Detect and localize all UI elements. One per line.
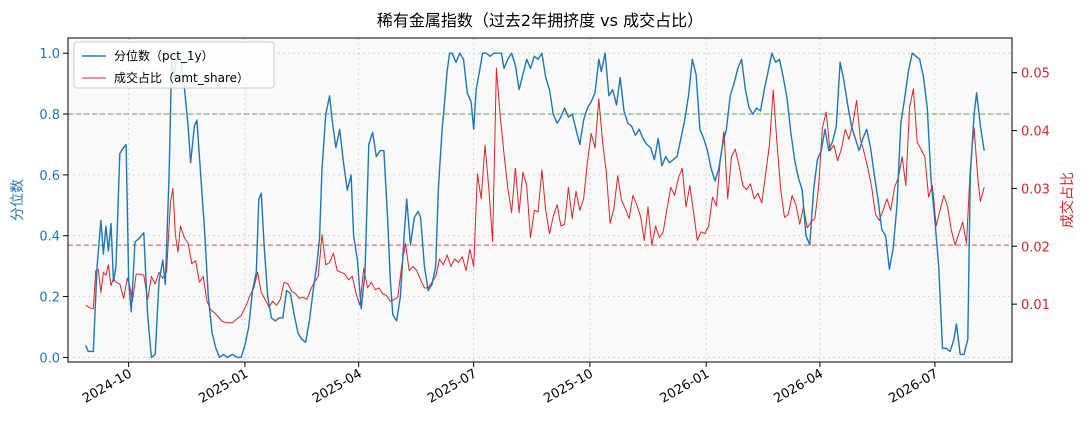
y-left-tick-label: 0.2 — [39, 291, 60, 306]
y-right-tick-label: 0.04 — [1021, 125, 1050, 140]
y-left-tick-label: 0.6 — [39, 169, 60, 184]
legend-box — [73, 41, 275, 89]
plot-frame — [67, 37, 1013, 363]
x-tick-label: 2026-01 — [658, 366, 713, 406]
y-left-tick-label: 1.0 — [39, 47, 60, 62]
plot-border — [67, 37, 1013, 363]
legend-label: 成交占比（amt_share） — [114, 70, 249, 85]
series-line-amt-share — [85, 67, 985, 324]
chart-title: 稀有金属指数（过去2年拥挤度 vs 成交占比） — [377, 11, 703, 30]
y-left-tick-label: 0.4 — [39, 230, 60, 245]
x-tick-label: 2025-07 — [425, 366, 480, 406]
x-tick-label: 2026-04 — [771, 366, 826, 406]
legend: 分位数（pct_1y） 成交占比（amt_share） — [73, 41, 275, 89]
series-line-pct-1y — [85, 52, 985, 359]
y-right-tick-label: 0.05 — [1021, 67, 1050, 82]
y-axis-right-label: 成交占比 — [1059, 172, 1076, 228]
x-tick-label: 2026-07 — [886, 366, 941, 406]
x-tick-label: 2025-04 — [310, 366, 365, 406]
y-left-tick-label: 0.8 — [39, 108, 60, 123]
x-tick-label: 2025-01 — [196, 366, 251, 406]
y-left-tick-label: 0.0 — [39, 351, 60, 366]
y-right-tick-label: 0.02 — [1021, 240, 1050, 255]
series-lines — [85, 52, 985, 359]
plot-area — [68, 38, 1012, 362]
y-right-tick-label: 0.01 — [1021, 298, 1050, 313]
y-axis-left-label: 分位数 — [10, 179, 26, 221]
x-tick-label: 2024-10 — [80, 366, 135, 406]
plot-background — [68, 38, 1012, 362]
y-right-tick-label: 0.03 — [1021, 182, 1050, 197]
legend-label: 分位数（pct_1y） — [114, 48, 214, 63]
x-tick-label: 2025-10 — [541, 366, 596, 406]
